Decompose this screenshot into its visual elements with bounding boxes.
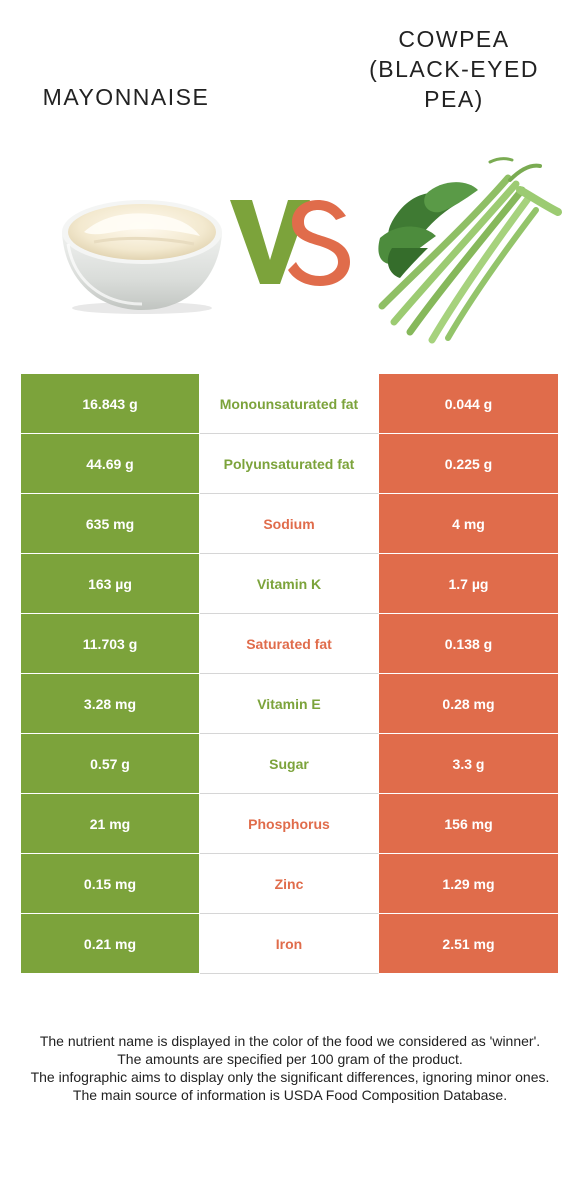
right-food-title-line-2: (BLACK-EYED [369, 56, 539, 82]
right-value-cell: 1.7 µg [379, 554, 558, 613]
left-value-cell: 3.28 mg [21, 674, 200, 733]
right-value-cell: 4 mg [379, 494, 558, 553]
left-value-cell: 635 mg [21, 494, 200, 553]
right-food-title-line-1: COWPEA [398, 26, 510, 52]
table-row: 163 µg Vitamin K 1.7 µg [21, 554, 558, 614]
footer-notes: The nutrient name is displayed in the co… [16, 1032, 564, 1104]
vs-v-letter [230, 200, 310, 284]
left-value-cell: 44.69 g [21, 434, 200, 493]
right-value-cell: 156 mg [379, 794, 558, 853]
left-value-cell: 11.703 g [21, 614, 200, 673]
right-food-title: COWPEA (BLACK-EYED PEA) [356, 24, 552, 114]
left-value-cell: 0.21 mg [21, 914, 200, 973]
left-value-cell: 16.843 g [21, 374, 200, 433]
footer-note-winner: The nutrient name is displayed in the co… [39, 1033, 541, 1049]
left-food-title: MAYONNAISE [42, 84, 210, 110]
right-food-title-line-3: PEA) [424, 86, 484, 112]
left-value-cell: 0.15 mg [21, 854, 200, 913]
nutrient-name-cell: Saturated fat [200, 614, 379, 674]
nutrient-name-cell: Vitamin K [200, 554, 379, 614]
nutrient-name-cell: Sodium [200, 494, 379, 554]
table-row: 21 mg Phosphorus 156 mg [21, 794, 558, 854]
right-value-cell: 0.28 mg [379, 674, 558, 733]
table-row: 11.703 g Saturated fat 0.138 g [21, 614, 558, 674]
nutrient-name-cell: Polyunsaturated fat [200, 434, 379, 494]
left-value-cell: 0.57 g [21, 734, 200, 793]
nutrient-comparison-table: 16.843 g Monounsaturated fat 0.044 g 44.… [21, 374, 558, 974]
right-value-cell: 0.138 g [379, 614, 558, 673]
right-value-cell: 0.225 g [379, 434, 558, 493]
right-value-cell: 2.51 mg [379, 914, 558, 973]
right-value-cell: 1.29 mg [379, 854, 558, 913]
table-row: 44.69 g Polyunsaturated fat 0.225 g [21, 434, 558, 494]
table-row: 0.57 g Sugar 3.3 g [21, 734, 558, 794]
nutrient-name-cell: Vitamin E [200, 674, 379, 734]
right-value-cell: 0.044 g [379, 374, 558, 433]
table-row: 0.15 mg Zinc 1.29 mg [21, 854, 558, 914]
table-row: 16.843 g Monounsaturated fat 0.044 g [21, 374, 558, 434]
footer-note-differences: The infographic aims to display only the… [30, 1069, 550, 1085]
nutrient-name-cell: Sugar [200, 734, 379, 794]
nutrient-name-cell: Phosphorus [200, 794, 379, 854]
mayonnaise-bowl-image [62, 200, 222, 314]
right-value-cell: 3.3 g [379, 734, 558, 793]
vs-label [230, 200, 350, 286]
left-value-cell: 21 mg [21, 794, 200, 853]
table-row: 0.21 mg Iron 2.51 mg [21, 914, 558, 974]
footer-note-amounts: The amounts are specified per 100 gram o… [117, 1051, 463, 1067]
left-value-cell: 163 µg [21, 554, 200, 613]
nutrient-name-cell: Zinc [200, 854, 379, 914]
nutrient-name-cell: Monounsaturated fat [200, 374, 379, 434]
table-row: 3.28 mg Vitamin E 0.28 mg [21, 674, 558, 734]
nutrient-name-cell: Iron [200, 914, 379, 974]
vs-s-letter [288, 200, 350, 286]
footer-note-source: The main source of information is USDA F… [72, 1087, 508, 1103]
cowpea-pods-image [378, 157, 562, 344]
table-row: 635 mg Sodium 4 mg [21, 494, 558, 554]
